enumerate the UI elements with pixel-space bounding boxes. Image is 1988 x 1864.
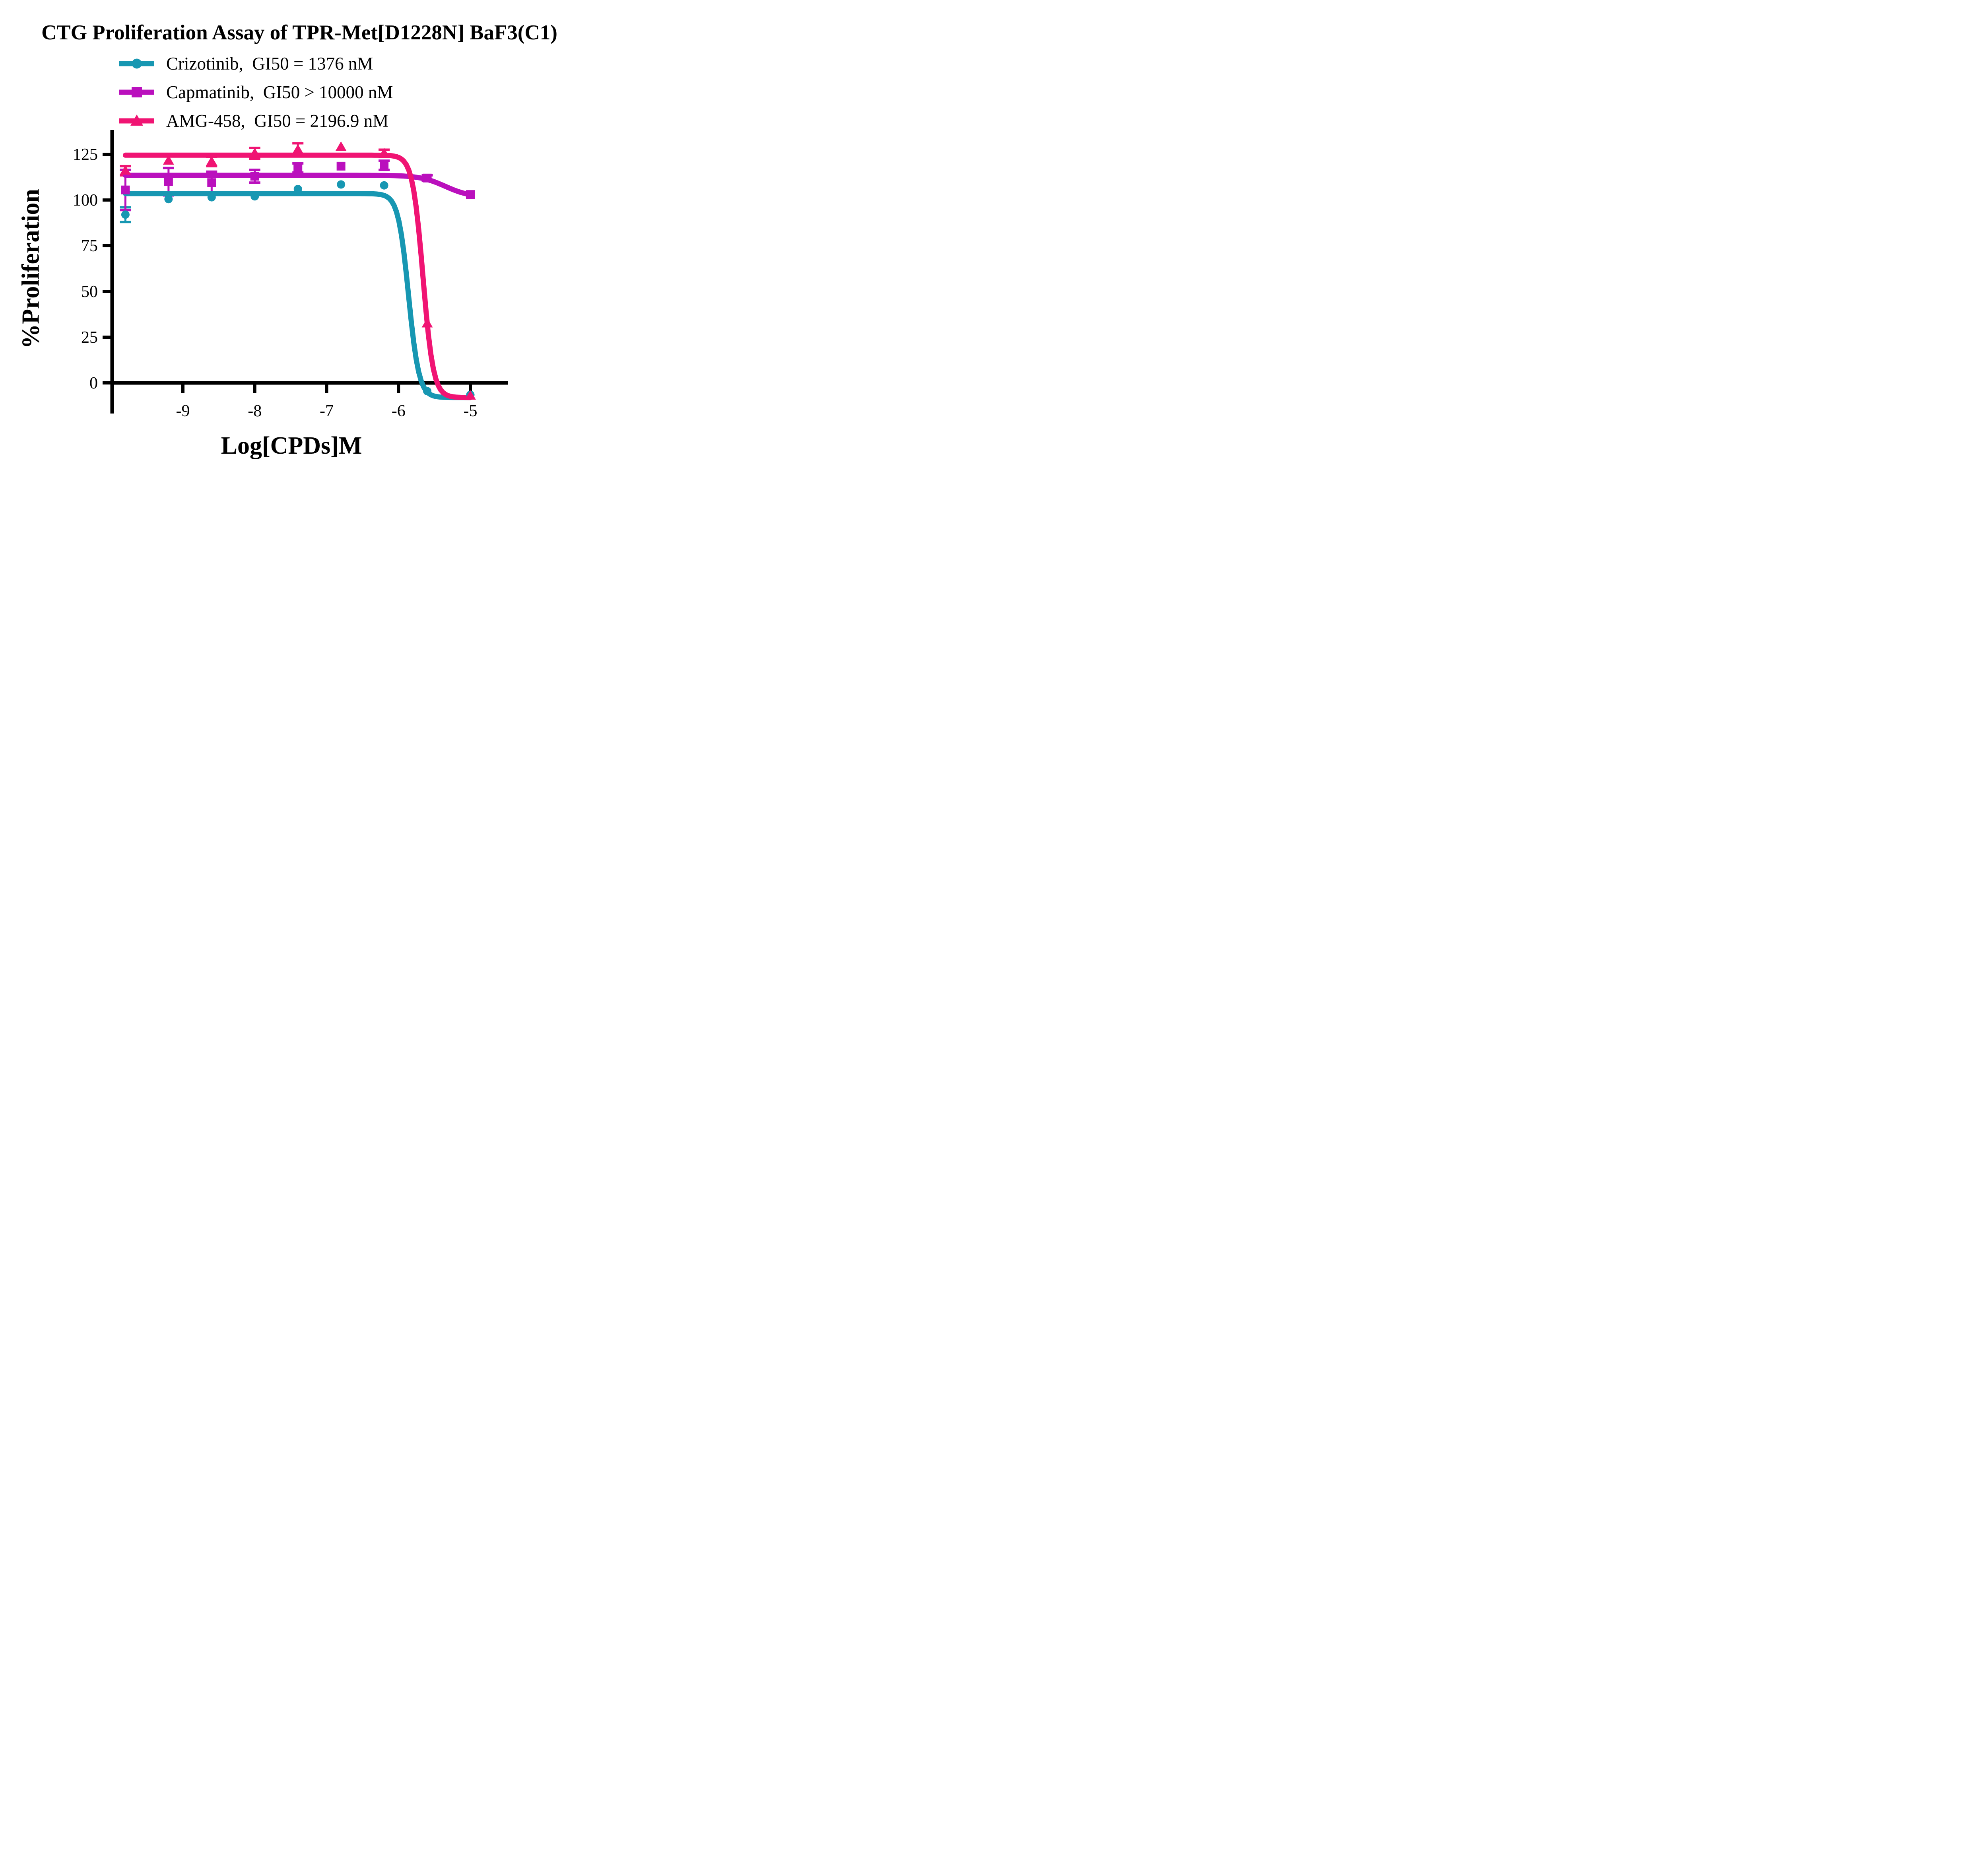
y-tick-label: 25 xyxy=(81,328,98,347)
data-point-amg-458-triangle xyxy=(163,155,174,165)
data-point-capmatinib-square xyxy=(466,190,475,199)
x-tick-label: -8 xyxy=(248,402,262,420)
data-point-crizotinib-circle xyxy=(164,195,173,204)
legend-label-crizotinib: Crizotinib, GI50 = 1376 nM xyxy=(166,54,373,74)
legend-label-capmatinib: Capmatinib, GI50 > 10000 nM xyxy=(166,82,393,102)
x-axis-label: Log[CPDs]M xyxy=(221,432,362,459)
data-point-capmatinib-square xyxy=(164,177,173,186)
chart-title: CTG Proliferation Assay of TPR-Met[D1228… xyxy=(41,21,557,44)
legend-item-capmatinib: Capmatinib, GI50 > 10000 nM xyxy=(118,78,393,107)
data-point-amg-458-triangle xyxy=(292,144,304,154)
data-point-amg-458-triangle xyxy=(465,390,476,400)
data-point-capmatinib-square xyxy=(121,185,130,194)
legend-label-amg-458: AMG-458, GI50 = 2196.9 nM xyxy=(166,111,389,131)
x-tick-label: -9 xyxy=(176,402,190,420)
data-point-amg-458-triangle xyxy=(335,141,347,151)
data-point-capmatinib-square xyxy=(423,173,432,183)
data-point-crizotinib-circle xyxy=(380,181,388,190)
legend-item-crizotinib: Crizotinib, GI50 = 1376 nM xyxy=(118,49,393,78)
curve-crizotinib xyxy=(122,191,473,400)
legend: Crizotinib, GI50 = 1376 nM Capmatinib, GI… xyxy=(118,49,393,135)
data-point-capmatinib-square xyxy=(336,161,346,171)
y-tick-label: 75 xyxy=(81,237,98,255)
legend-square-icon xyxy=(119,87,154,97)
data-point-capmatinib-square xyxy=(250,172,259,181)
data-point-capmatinib-square xyxy=(380,161,389,170)
y-tick-label: 50 xyxy=(81,283,98,301)
legend-circle-icon xyxy=(119,58,154,69)
y-tick-label: 125 xyxy=(73,146,98,164)
y-tick-label: 0 xyxy=(89,374,98,392)
data-point-capmatinib-square xyxy=(293,163,303,173)
data-point-crizotinib-circle xyxy=(293,184,302,193)
curve-amg-458 xyxy=(122,152,473,400)
data-point-amg-458-triangle xyxy=(120,165,131,175)
y-axis-label: %Proliferation xyxy=(17,189,45,349)
data-point-amg-458-triangle xyxy=(379,148,390,157)
data-point-amg-458-triangle xyxy=(421,318,433,328)
x-tick-label: -7 xyxy=(320,402,334,420)
x-tick-label: -5 xyxy=(464,402,478,420)
data-point-crizotinib-circle xyxy=(121,210,130,219)
data-point-amg-458-triangle xyxy=(249,148,260,157)
figure: CTG Proliferation Assay of TPR-Met[D1228… xyxy=(0,0,599,466)
plot-area: 0 25 50 75 100 125 -9 -8 -7 -6 -5 xyxy=(73,130,508,420)
legend-triangle-icon xyxy=(119,115,154,126)
data-point-crizotinib-circle xyxy=(337,180,346,189)
data-point-amg-458-triangle xyxy=(206,156,217,166)
data-point-crizotinib-circle xyxy=(250,192,259,201)
x-tick-label: -6 xyxy=(392,402,406,420)
legend-item-amg-458: AMG-458, GI50 = 2196.9 nM xyxy=(118,107,393,135)
data-point-crizotinib-circle xyxy=(207,193,216,202)
data-point-capmatinib-square xyxy=(207,178,216,187)
y-tick-label: 100 xyxy=(73,191,98,210)
data-point-crizotinib-circle xyxy=(423,387,432,396)
